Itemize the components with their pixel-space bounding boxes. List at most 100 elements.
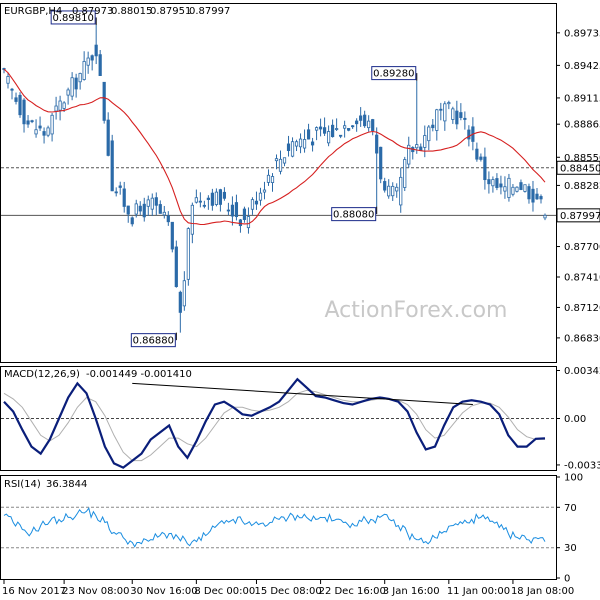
x-tick-label: 11 Jan 00:00 [447,586,510,597]
candle [491,176,495,193]
price-annotation: 0.89280 [371,66,418,81]
chart-header-high: 0.88015 [111,6,152,17]
candle [210,188,214,211]
candle [371,118,375,136]
x-tick-label: 18 Jan 08:00 [511,586,574,597]
candle [411,146,415,160]
candle [54,96,58,120]
candle [451,106,455,124]
candle [106,112,110,157]
candle [82,51,86,81]
candle [6,72,10,89]
rsi-line [3,507,546,548]
candle [30,119,34,124]
candle [150,193,154,217]
macd-layer [1,377,556,469]
price-annotation: 0.88080 [331,206,378,222]
candle [282,157,287,167]
rsi-title: RSI(14) [4,479,41,490]
candle [331,119,335,138]
candle [535,187,539,200]
macd-values: -0.001449 -0.001410 [86,369,192,380]
candle [351,125,355,129]
macd-trendline [132,382,473,405]
macd-tick-label: 0.00 [564,414,586,425]
candle [531,180,535,212]
candle [74,73,78,98]
price-panel-frame [0,3,557,363]
x-tick-label: 16 Nov 2017 [2,586,66,597]
rsi-tick-label: 30 [564,543,577,554]
rsi-tick-label: 70 [564,503,577,514]
candle [126,205,130,223]
candle [387,179,391,199]
price-annotation: 0.86880 [130,332,177,348]
candle [14,92,18,105]
candle [363,110,367,128]
candle [190,202,194,244]
candle [326,125,331,147]
candle [367,115,371,132]
candle [407,136,411,168]
candle [431,119,435,132]
candle [403,156,407,192]
candle [399,167,403,213]
macd-signal-line [3,389,545,462]
candle [186,227,190,286]
candle [142,197,146,222]
candle [178,290,182,333]
last-price-box [556,208,600,223]
candle [499,175,503,195]
candle [266,169,271,186]
candle [182,271,186,311]
candle [246,207,251,234]
candle [274,154,279,170]
candle [42,127,46,144]
price-annotation-label: 0.88080 [333,210,374,221]
candle [98,49,102,76]
candle [479,153,483,162]
x-tick-label: 23 Nov 08:00 [62,586,129,597]
chart-header-low: 0.87951 [150,6,191,17]
price-tick-label: 0.89425 [564,61,600,72]
candle [58,95,62,121]
candle [34,119,38,138]
candle [423,125,427,158]
candle [511,184,515,197]
candle [355,118,359,132]
x-tick-label: 15 Dec 08:00 [254,586,321,597]
candle [487,171,491,194]
price-tick-label: 0.89115 [564,93,600,104]
candle [122,181,126,213]
candle [114,187,118,197]
candle [198,192,202,208]
candle [483,147,487,190]
candle [134,199,138,218]
candle [170,221,174,253]
candle [222,187,227,201]
candle [22,98,26,133]
price-layer: 0.89810 0.86880 0.89280 0.88080 [1,10,556,348]
price-tick-label: 0.88865 [564,120,600,131]
rsi-value: 36.3844 [46,479,87,490]
candle [226,202,231,216]
x-tick-label: 8 Dec 00:00 [194,586,255,597]
watermark: ActionForex.com [325,298,508,323]
candle [347,128,351,132]
candle [314,126,319,141]
level-label-box [556,160,600,175]
candle [419,143,423,151]
candle [94,24,98,65]
candle [447,100,451,110]
last-price-label: 0.87997 [560,211,600,222]
price-annotation-label: 0.89280 [373,69,414,80]
candle [70,72,74,101]
candle [543,213,547,221]
candle [359,107,363,127]
candle [158,200,162,214]
candle [475,142,479,162]
